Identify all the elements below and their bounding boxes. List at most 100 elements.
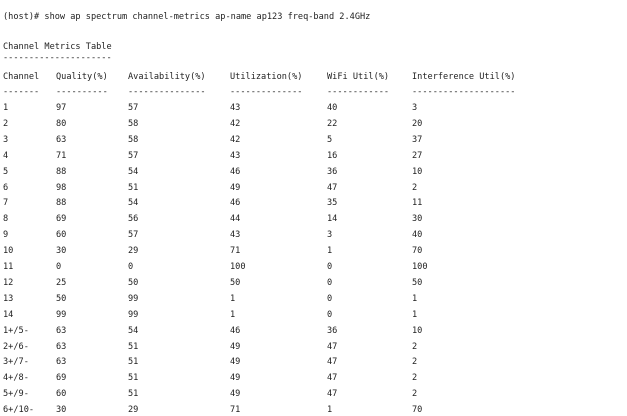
table-row: 11 0 0 100 0 100 [0,261,627,273]
table-row: 3 63 58 42 5 37 [0,134,627,146]
cell-quality: 60 [56,230,67,241]
cell-utilization: 42 [230,134,241,145]
cell-wifi-util: 36 [327,166,338,177]
table-row: 13 50 99 1 0 1 [0,293,627,305]
table-row: 5+/9- 60 51 49 47 2 [0,388,627,400]
cell-interference-util: 20 [412,118,423,129]
header-channel: Channel [3,72,40,82]
cell-channel: 5 [3,166,9,177]
cell-interference-util: 2 [412,373,418,384]
cell-availability: 57 [128,103,139,113]
cell-quality: 97 [56,103,67,113]
cell-quality: 98 [56,182,67,193]
cell-interference-util: 70 [412,405,423,416]
cell-channel: 5+/9- [3,389,29,400]
cell-wifi-util: 47 [327,182,338,193]
cell-availability: 50 [128,277,139,288]
cell-channel: 12 [3,277,14,288]
cell-availability: 51 [128,182,139,193]
cell-availability: 57 [128,150,139,161]
cell-wifi-util: 3 [327,230,333,241]
cell-channel: 9 [3,230,9,241]
table-row: 6 98 51 49 47 2 [0,182,627,194]
cell-quality: 80 [56,118,67,129]
cell-quality: 30 [56,246,67,257]
cell-availability: 57 [128,230,139,241]
cell-utilization: 42 [230,118,241,129]
cell-interference-util: 2 [412,341,418,352]
cell-quality: 99 [56,309,67,320]
cell-utilization: 49 [230,373,241,384]
cell-interference-util: 3 [412,103,418,113]
cell-availability: 56 [128,214,139,225]
cell-channel: 3+/7- [3,357,29,368]
header-wifi-util: WiFi Util(%) [327,72,390,82]
table-row: 6+/10- 30 29 71 1 70 [0,404,627,416]
cell-channel: 2 [3,118,9,129]
cell-wifi-util: 0 [327,277,333,288]
cell-wifi-util: 22 [327,118,338,129]
cell-channel: 3 [3,134,9,145]
cell-utilization: 49 [230,357,241,368]
cell-quality: 63 [56,357,67,368]
cell-availability: 54 [128,198,139,209]
cell-utilization: 1 [230,309,236,320]
table-row: 4 71 57 43 16 27 [0,150,627,162]
cell-utilization: 71 [230,405,241,416]
cell-utilization: 1 [230,293,236,304]
cell-wifi-util: 0 [327,262,333,272]
underline-utilization: -------------- [230,87,303,97]
underline-quality: ---------- [56,87,108,97]
cell-utilization: 49 [230,389,241,400]
header-quality: Quality(%) [56,72,108,82]
cell-utilization: 49 [230,341,241,352]
cell-utilization: 49 [230,182,241,193]
cell-wifi-util: 36 [327,325,338,336]
cell-availability: 58 [128,118,139,129]
cell-wifi-util: 47 [327,373,338,384]
underline-availability: --------------- [128,87,206,97]
cell-channel: 8 [3,214,9,225]
table-row: 14 99 99 1 0 1 [0,309,627,321]
underline-wifi-util: ------------ [327,87,390,97]
cell-interference-util: 1 [412,309,418,320]
command-line: (host)# show ap spectrum channel-metrics… [3,12,371,22]
cell-availability: 51 [128,389,139,400]
cell-availability: 51 [128,373,139,384]
cell-availability: 29 [128,246,139,257]
cell-channel: 7 [3,198,9,209]
cell-availability: 54 [128,325,139,336]
cell-wifi-util: 0 [327,293,333,304]
cell-availability: 54 [128,166,139,177]
cell-quality: 69 [56,373,67,384]
table-row: 12 25 50 50 0 50 [0,277,627,289]
cell-quality: 25 [56,277,67,288]
cell-wifi-util: 1 [327,405,333,416]
cell-availability: 0 [128,262,134,272]
cell-wifi-util: 35 [327,198,338,209]
cell-utilization: 46 [230,198,241,209]
table-row: 5 88 54 46 36 10 [0,166,627,178]
cell-availability: 51 [128,357,139,368]
cell-interference-util: 70 [412,246,423,257]
cell-utilization: 43 [230,150,241,161]
table-row: 2+/6- 63 51 49 47 2 [0,341,627,353]
cell-interference-util: 40 [412,230,423,241]
cell-wifi-util: 14 [327,214,338,225]
table-row: 8 69 56 44 14 30 [0,213,627,225]
cell-interference-util: 10 [412,325,423,336]
cell-channel: 11 [3,262,14,272]
cell-wifi-util: 47 [327,389,338,400]
underline-interference-util: -------------------- [412,87,516,97]
cell-channel: 4 [3,150,9,161]
table-row: 1+/5- 63 54 46 36 10 [0,325,627,337]
cell-availability: 29 [128,405,139,416]
header-interference-util: Interference Util(%) [412,72,516,82]
cell-availability: 99 [128,293,139,304]
cell-channel: 6+/10- [3,405,35,416]
table-row: 4+/8- 69 51 49 47 2 [0,372,627,384]
cell-quality: 60 [56,389,67,400]
cell-wifi-util: 47 [327,357,338,368]
cell-interference-util: 2 [412,182,418,193]
